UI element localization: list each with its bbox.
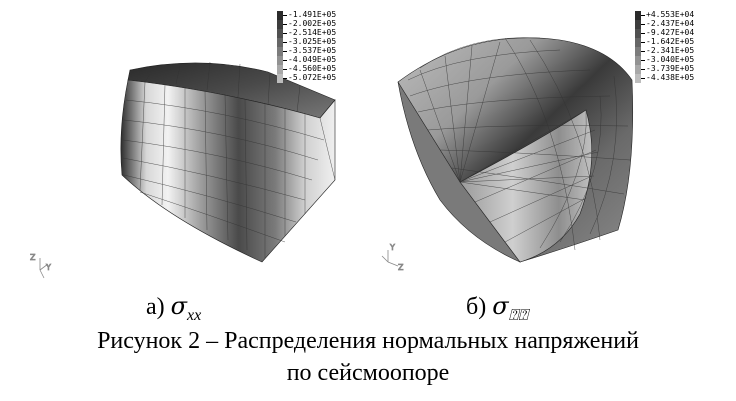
axis-triad-left: Z Y — [30, 253, 51, 279]
legend-swatch — [277, 47, 283, 56]
legend-swatch — [635, 20, 641, 29]
legend-tick — [641, 78, 645, 79]
legend-tick — [283, 42, 287, 43]
legend-swatch — [277, 56, 283, 65]
legend-label: -4.049E+05 — [288, 55, 337, 64]
caption-b-letter: б) — [466, 294, 487, 320]
legend-label: -1.491E+05 — [288, 10, 337, 19]
legend-label: -2.437E+04 — [646, 19, 695, 28]
axis-triad-right: Y Z — [381, 243, 404, 272]
model-left — [120, 61, 336, 263]
caption-b: б) σ⍰⍰ — [466, 292, 528, 330]
legend-tick — [641, 51, 645, 52]
legend-swatch — [635, 74, 641, 83]
caption-b-subscript: ⍰⍰ — [508, 306, 528, 324]
legend-label: -4.438E+05 — [646, 73, 695, 82]
legend-swatch — [277, 20, 283, 29]
legend-swatch — [635, 11, 641, 20]
legend-swatch — [277, 29, 283, 38]
caption-a-letter: а) — [146, 294, 165, 320]
legend-tick — [283, 69, 287, 70]
legend-swatch — [635, 65, 641, 74]
caption-b-symbol: σ — [492, 292, 509, 320]
legend-label: -9.427E+04 — [646, 28, 695, 37]
legend-swatch — [277, 38, 283, 47]
legend-swatch — [635, 56, 641, 65]
axis-label: Y — [389, 243, 395, 252]
legend-tick — [641, 33, 645, 34]
legend-label: -5.072E+05 — [288, 73, 337, 82]
caption-a-symbol: σ — [170, 292, 188, 320]
legend-tick — [641, 15, 645, 16]
legend-tick — [283, 24, 287, 25]
axis-label: Z — [30, 253, 36, 262]
legend-tick — [283, 51, 287, 52]
legend-tick — [641, 24, 645, 25]
figure-title-line2: по сейсмоопоре — [286, 360, 450, 386]
legend-tick — [641, 69, 645, 70]
figure-title-line1: Рисунок 2 – Распределения нормальных нап… — [97, 328, 639, 354]
legend-label: -2.514E+05 — [288, 28, 337, 37]
caption-a-subscript: xx — [187, 306, 202, 324]
legend-label: -2.002E+05 — [288, 19, 337, 28]
legend-swatch — [635, 47, 641, 56]
legend-tick — [283, 60, 287, 61]
legend-tick — [641, 42, 645, 43]
legend-swatch — [277, 74, 283, 83]
legend-label: -3.537E+05 — [288, 46, 337, 55]
legend-swatch — [277, 65, 283, 74]
legend-label: -1.642E+05 — [646, 37, 695, 46]
axis-label: Y — [45, 263, 51, 272]
legend-label: +4.553E+04 — [646, 10, 695, 19]
legend-label: -3.739E+05 — [646, 64, 695, 73]
legend-label: -4.560E+05 — [288, 64, 337, 73]
legend-swatch — [635, 38, 641, 47]
legend-tick — [283, 78, 287, 79]
legend-swatch — [277, 11, 283, 20]
legend-tick — [641, 60, 645, 61]
axis-label: Z — [398, 263, 404, 272]
legend-label: -2.341E+05 — [646, 46, 695, 55]
legend-tick — [283, 15, 287, 16]
legend-tick — [283, 33, 287, 34]
legend-label: -3.040E+05 — [646, 55, 695, 64]
legend-label: -3.025E+05 — [288, 37, 337, 46]
caption-a: а) σxx — [146, 292, 201, 330]
legend-swatch — [635, 29, 641, 38]
model-right — [397, 37, 634, 263]
